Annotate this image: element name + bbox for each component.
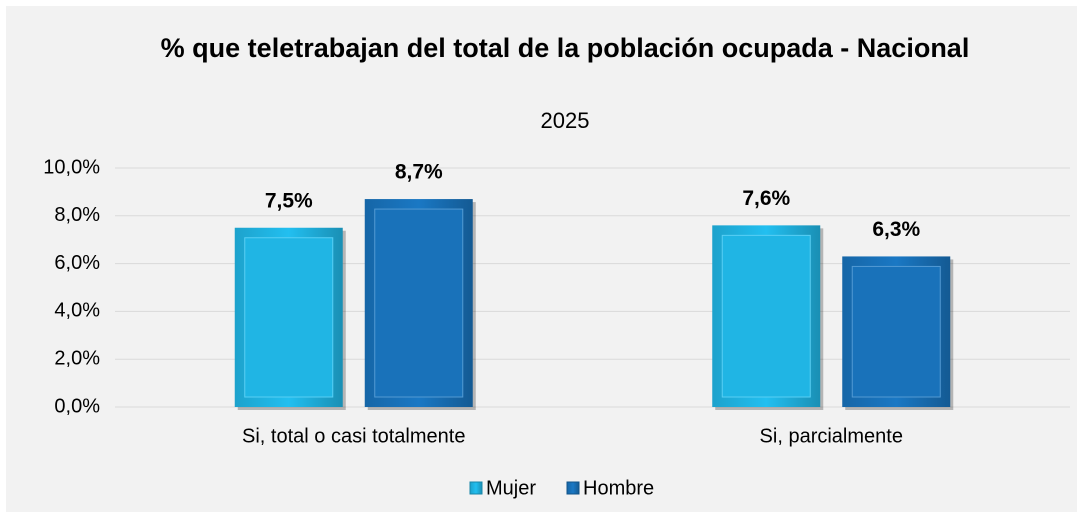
chart-subtitle: 2025 — [540, 108, 590, 133]
y-tick-label: 6,0% — [54, 252, 100, 274]
y-tick-label: 2,0% — [54, 347, 100, 369]
legend-label: Hombre — [583, 477, 654, 499]
legend-swatch — [566, 481, 580, 495]
value-label: 8,7% — [395, 161, 443, 184]
legend-label: Mujer — [486, 477, 536, 499]
chart-title: % que teletrabajan del total de la pobla… — [160, 33, 970, 63]
y-tick-label: 0,0% — [54, 395, 100, 417]
bar-bevel — [851, 265, 941, 398]
x-tick-label: Si, parcialmente — [760, 425, 903, 447]
y-tick-label: 8,0% — [54, 204, 100, 226]
legend-swatch — [469, 481, 483, 495]
bar-bevel — [244, 237, 334, 398]
bar-bevel — [721, 234, 811, 398]
y-tick-label: 10,0% — [43, 156, 100, 178]
bar-bevel — [374, 208, 464, 398]
y-tick-label: 4,0% — [54, 300, 100, 322]
x-tick-label: Si, total o casi totalmente — [242, 425, 465, 447]
value-label: 7,6% — [742, 187, 790, 210]
value-label: 6,3% — [872, 218, 920, 241]
value-label: 7,5% — [265, 189, 313, 212]
